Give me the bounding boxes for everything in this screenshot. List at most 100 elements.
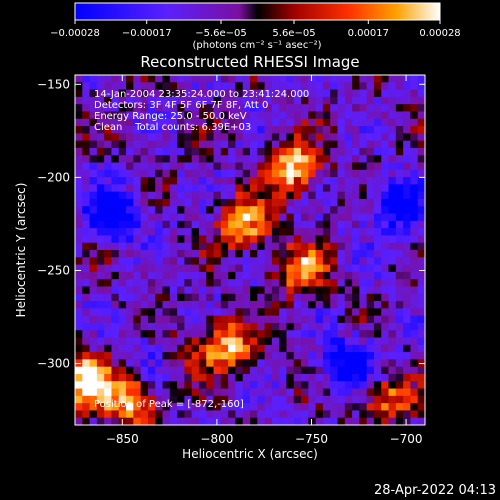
heatmap-cell [250, 155, 258, 163]
heatmap-cell [315, 169, 324, 178]
heatmap-cell [395, 366, 404, 375]
heatmap-cell [344, 155, 353, 163]
heatmap-cell [111, 264, 120, 273]
heatmap-cell [198, 417, 207, 425]
heatmap-cell [213, 381, 222, 390]
heatmap-cell [155, 279, 163, 287]
heatmap-cell [213, 403, 222, 411]
heatmap-cell [220, 337, 229, 346]
heatmap-cell [264, 162, 273, 171]
heatmap-cell [220, 89, 229, 98]
heatmap-cell [308, 228, 317, 236]
heatmap-cell [104, 118, 112, 127]
heatmap-cell [133, 206, 142, 215]
heatmap-cell [293, 228, 302, 236]
heatmap-cell [410, 96, 419, 105]
heatmap-cell [177, 250, 185, 258]
heatmap-cell [177, 264, 185, 273]
heatmap-cell [155, 198, 163, 207]
heatmap-cell [359, 104, 368, 112]
heatmap-cell [96, 381, 105, 390]
heatmap-cell [126, 140, 134, 149]
heatmap-cell [96, 344, 105, 353]
annotation-clean-counts: Clean Total counts: 6.39E+03 [94, 122, 251, 133]
heatmap-cell [104, 381, 112, 390]
heatmap-cell [89, 169, 98, 178]
heatmap-cell [359, 373, 368, 382]
heatmap-cell [118, 403, 127, 411]
heatmap-cell [395, 279, 404, 287]
heatmap-cell [250, 403, 258, 411]
heatmap-cell [177, 133, 185, 142]
heatmap-cell [337, 395, 346, 404]
heatmap-cell [126, 96, 134, 105]
heatmap-cell [184, 330, 193, 338]
heatmap-cell [96, 322, 105, 331]
heatmap-cell [206, 155, 215, 163]
heatmap-cell [155, 235, 163, 244]
heatmap-cell [235, 75, 244, 83]
heatmap-cell [264, 417, 273, 425]
heatmap-cell [381, 220, 390, 229]
heatmap-cell [177, 177, 185, 185]
heatmap-cell [140, 140, 149, 149]
heatmap-cell [279, 250, 287, 258]
heatmap-cell [96, 330, 105, 338]
heatmap-cell [271, 177, 280, 185]
heatmap-cell [169, 96, 178, 105]
heatmap-cell [410, 352, 419, 360]
heatmap-cell [388, 169, 397, 178]
heatmap-cell [337, 140, 346, 149]
heatmap-cell [242, 257, 251, 266]
heatmap-cell [337, 417, 346, 425]
heatmap-cell [337, 118, 346, 127]
heatmap-cell [198, 133, 207, 142]
heatmap-cell [373, 373, 382, 382]
heatmap-cell [162, 140, 171, 149]
heatmap-cell [250, 308, 258, 317]
heatmap-cell [213, 228, 222, 236]
heatmap-cell [118, 206, 127, 215]
heatmap-cell [162, 198, 171, 207]
heatmap-cell [410, 198, 419, 207]
heatmap-cell [366, 410, 375, 419]
heatmap-cell [213, 264, 222, 273]
heatmap-cell [118, 111, 127, 120]
heatmap-cell [286, 410, 295, 419]
heatmap-cell [191, 286, 200, 295]
heatmap-cell [228, 213, 236, 222]
heatmap-cell [366, 75, 375, 83]
heatmap-cell [271, 147, 280, 156]
heatmap-cell [366, 279, 375, 287]
heatmap-cell [293, 155, 302, 163]
heatmap-cell [118, 301, 127, 309]
heatmap-cell [352, 257, 360, 266]
heatmap-cell [257, 417, 266, 425]
heatmap-cell [417, 220, 425, 229]
heatmap-cell [147, 191, 156, 200]
heatmap-cell [264, 206, 273, 215]
heatmap-cell [140, 169, 149, 178]
heatmap-cell [111, 75, 120, 83]
heatmap-cell [279, 381, 287, 390]
heatmap-cell [417, 373, 425, 382]
heatmap-cell [111, 388, 120, 397]
heatmap-cell [373, 228, 382, 236]
heatmap-cell [381, 403, 390, 411]
heatmap-cell [184, 301, 193, 309]
heatmap-cell [184, 184, 193, 193]
heatmap-cell [177, 344, 185, 353]
heatmap-cell [140, 293, 149, 302]
heatmap-cell [206, 293, 215, 302]
heatmap-cell [242, 330, 251, 338]
heatmap-cell [228, 417, 236, 425]
heatmap-cell [191, 337, 200, 346]
heatmap-cell [147, 140, 156, 149]
heatmap-cell [388, 89, 397, 98]
heatmap-cell [235, 308, 244, 317]
heatmap-cell [279, 308, 287, 317]
heatmap-cell [169, 279, 178, 287]
heatmap-cell [82, 417, 91, 425]
heatmap-cell [359, 381, 368, 390]
heatmap-cell [388, 330, 397, 338]
